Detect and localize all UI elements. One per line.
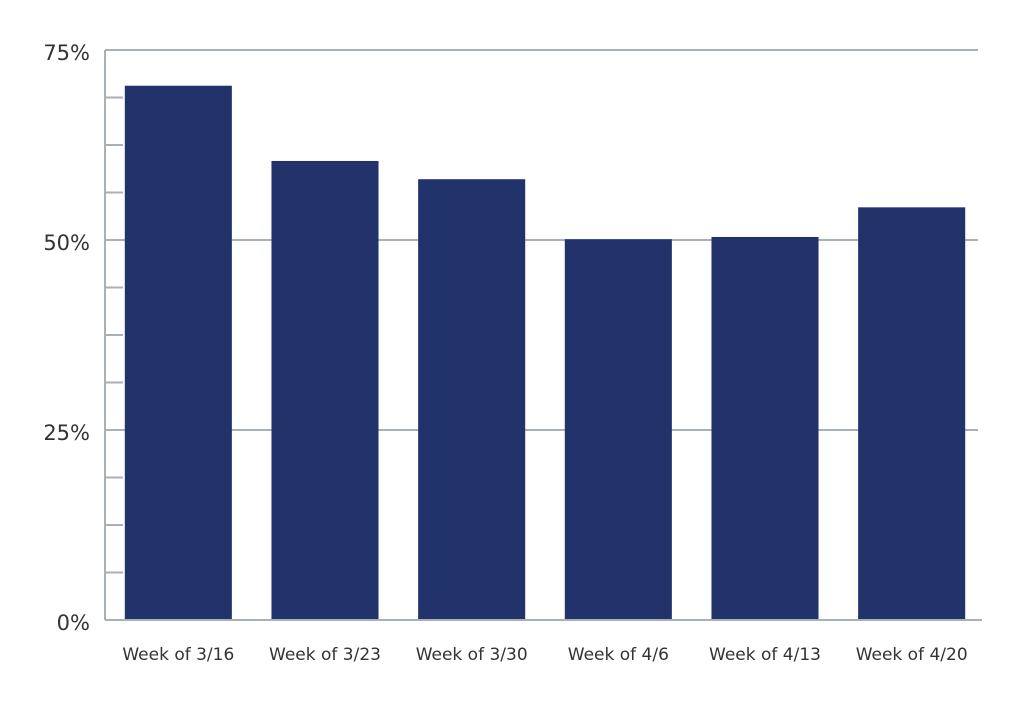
bar — [271, 160, 379, 620]
bar — [418, 179, 526, 620]
x-tick-label: Week of 3/16 — [122, 645, 234, 665]
bar — [711, 236, 819, 620]
bar — [858, 207, 966, 620]
y-tick-label: 25% — [43, 421, 90, 445]
x-tick-label: Week of 4/20 — [856, 645, 968, 665]
x-tick-label: Week of 4/6 — [568, 645, 669, 665]
y-tick-label: 75% — [43, 41, 90, 65]
x-tick-label: Week of 3/30 — [416, 645, 528, 665]
x-tick-label: Week of 4/13 — [709, 645, 821, 665]
x-tick-label: Week of 3/23 — [269, 645, 381, 665]
y-tick-label: 0% — [57, 611, 90, 635]
bar — [564, 239, 672, 621]
bar — [124, 85, 232, 621]
y-tick-label: 50% — [43, 231, 90, 255]
